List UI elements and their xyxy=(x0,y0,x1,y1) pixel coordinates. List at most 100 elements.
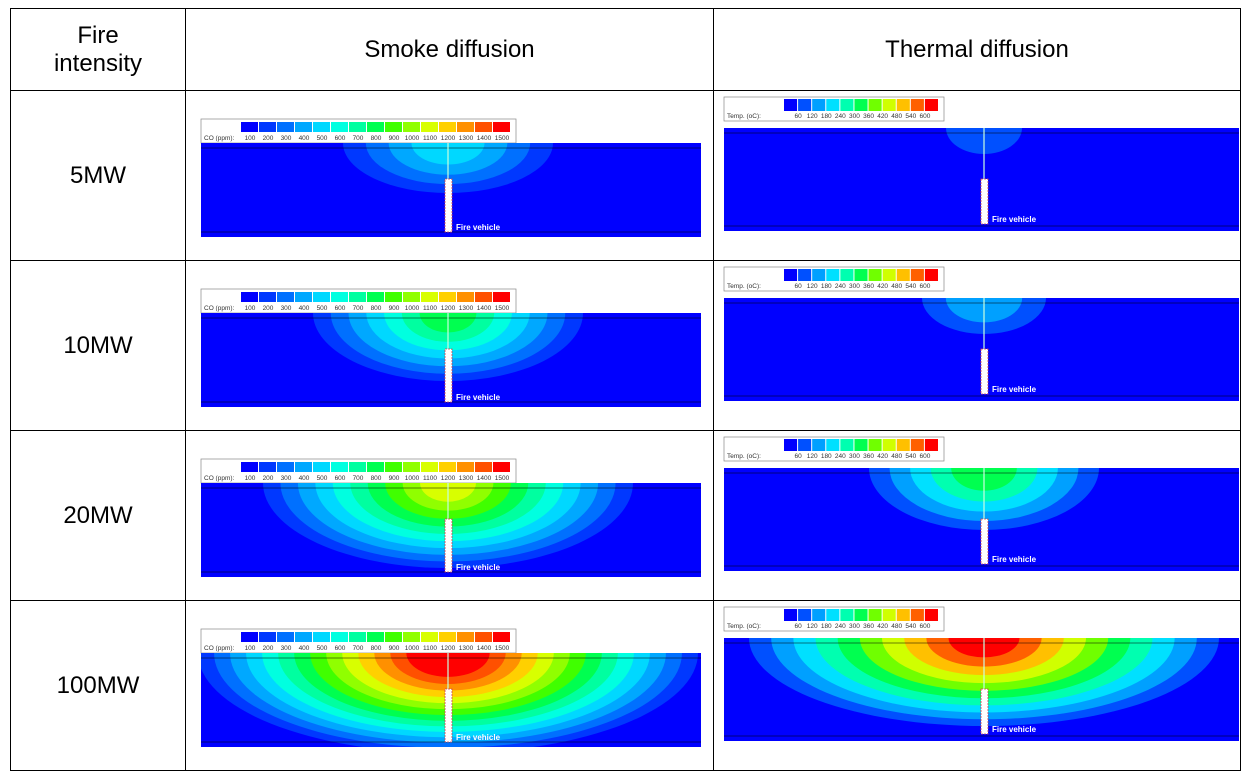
legend-swatch xyxy=(826,269,839,281)
legend-tick: 240 xyxy=(835,283,846,290)
legend-tick: 600 xyxy=(335,305,346,312)
legend-tick: 1400 xyxy=(477,645,492,652)
legend-swatch xyxy=(475,462,492,472)
legend-tick: 200 xyxy=(263,135,274,142)
legend-tick: 1200 xyxy=(441,305,456,312)
fire-vehicle xyxy=(445,689,452,742)
legend-tick: 360 xyxy=(863,623,874,630)
legend-swatch xyxy=(259,122,276,132)
legend-swatch xyxy=(385,632,402,642)
legend-tick: 500 xyxy=(317,135,328,142)
legend-swatch xyxy=(385,122,402,132)
legend-swatch xyxy=(277,122,294,132)
legend-swatch xyxy=(457,292,474,302)
legend-tick: 1200 xyxy=(441,645,456,652)
legend-swatch xyxy=(277,292,294,302)
legend-tick: 120 xyxy=(807,453,818,460)
legend-swatch xyxy=(812,269,825,281)
legend-swatch xyxy=(911,609,924,621)
intensity-cell: 5MW xyxy=(11,91,186,261)
legend-swatch xyxy=(869,439,882,451)
legend-tick: 800 xyxy=(371,475,382,482)
legend-tick: 900 xyxy=(389,475,400,482)
legend-swatch xyxy=(367,122,384,132)
legend-tick: 300 xyxy=(281,475,292,482)
legend-tick: 540 xyxy=(905,453,916,460)
legend-label: CO (ppm): xyxy=(204,135,235,142)
fire-vehicle xyxy=(981,519,988,564)
legend-tick: 600 xyxy=(919,453,930,460)
legend-swatch xyxy=(784,99,797,111)
legend-swatch xyxy=(840,439,853,451)
legend-swatch xyxy=(798,439,811,451)
legend-tick: 180 xyxy=(821,113,832,120)
legend-tick: 600 xyxy=(335,135,346,142)
legend-tick: 300 xyxy=(849,283,860,290)
legend-tick: 480 xyxy=(891,113,902,120)
legend-swatch xyxy=(313,632,330,642)
legend-tick: 500 xyxy=(317,305,328,312)
fire-vehicle xyxy=(445,519,452,572)
legend-swatch xyxy=(798,269,811,281)
vehicle-label: Fire vehicle xyxy=(456,393,501,402)
legend-tick: 420 xyxy=(877,453,888,460)
header-cell: Fire intensity xyxy=(11,9,186,91)
legend-tick: 60 xyxy=(794,453,802,460)
legend-tick: 1300 xyxy=(459,475,474,482)
legend-tick: 300 xyxy=(849,623,860,630)
legend-tick: 1500 xyxy=(495,305,510,312)
legend-swatch xyxy=(493,292,510,302)
legend-swatch xyxy=(475,122,492,132)
legend-swatch xyxy=(295,632,312,642)
legend-swatch xyxy=(331,462,348,472)
legend-swatch xyxy=(295,292,312,302)
legend-tick: 300 xyxy=(849,113,860,120)
legend-swatch xyxy=(259,632,276,642)
legend-tick: 1400 xyxy=(477,475,492,482)
legend-tick: 1100 xyxy=(423,305,437,312)
legend-swatch xyxy=(897,439,910,451)
legend-swatch xyxy=(403,122,420,132)
legend-swatch xyxy=(421,462,438,472)
legend-swatch xyxy=(349,122,366,132)
intensity-cell: 100MW xyxy=(11,601,186,771)
legend-tick: 120 xyxy=(807,283,818,290)
legend-label: Temp. (oC): xyxy=(727,623,761,630)
legend-swatch xyxy=(241,462,258,472)
legend-swatch xyxy=(439,462,456,472)
legend-tick: 360 xyxy=(863,283,874,290)
legend-swatch xyxy=(439,632,456,642)
legend-swatch xyxy=(840,269,853,281)
legend-tick: 540 xyxy=(905,113,916,120)
legend-swatch xyxy=(349,292,366,302)
legend-swatch xyxy=(854,99,867,111)
legend-tick: 1100 xyxy=(423,475,437,482)
legend-swatch xyxy=(925,609,938,621)
legend-tick: 600 xyxy=(335,475,346,482)
legend-tick: 1000 xyxy=(405,135,420,142)
legend-swatch xyxy=(313,122,330,132)
legend-tick: 180 xyxy=(821,453,832,460)
legend-tick: 1300 xyxy=(459,645,474,652)
legend-tick: 420 xyxy=(877,283,888,290)
vehicle-label: Fire vehicle xyxy=(992,725,1037,734)
legend-swatch xyxy=(869,99,882,111)
legend-swatch xyxy=(403,462,420,472)
vehicle-label: Fire vehicle xyxy=(992,555,1037,564)
legend-swatch xyxy=(331,632,348,642)
legend-swatch xyxy=(911,269,924,281)
legend-swatch xyxy=(812,99,825,111)
legend-label: CO (ppm): xyxy=(204,475,235,482)
fire-vehicle xyxy=(981,689,988,734)
legend-swatch xyxy=(911,439,924,451)
legend-swatch xyxy=(925,269,938,281)
legend-tick: 700 xyxy=(353,305,364,312)
legend-tick: 1400 xyxy=(477,135,492,142)
